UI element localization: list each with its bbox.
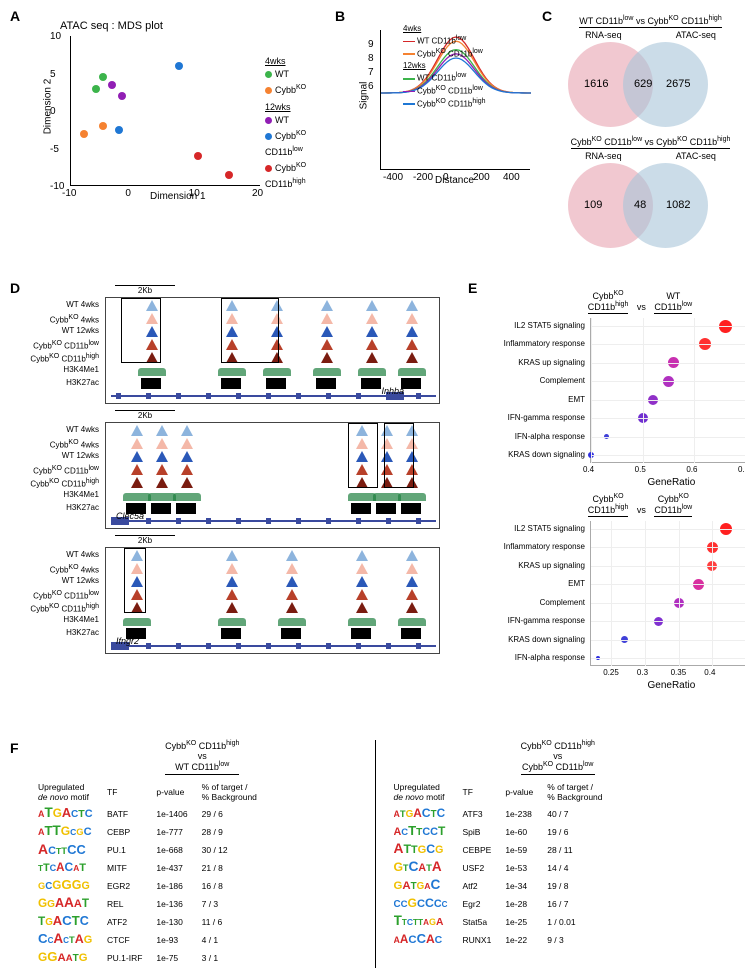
track-label: WT 4wks	[0, 548, 99, 561]
panel-b-label: B	[335, 8, 345, 24]
track-label: H3K4Me1	[0, 363, 99, 376]
track-label: WT 12wks	[0, 324, 99, 337]
panel-f-label: F	[10, 740, 19, 756]
dotplot-ylabel: IFN-gamma response	[465, 413, 585, 422]
dotplot-ylabel: KRAS up signaling	[465, 358, 585, 367]
mds-point	[194, 152, 202, 160]
mds-point	[115, 126, 123, 134]
track-label: H3K27ac	[0, 376, 99, 389]
dotplot-ylabel: Complement	[465, 376, 585, 385]
track-label: WT 4wks	[0, 298, 99, 311]
mds-point	[99, 122, 107, 130]
mds-point	[118, 92, 126, 100]
track-label: WT 12wks	[0, 574, 99, 587]
track-label: H3K27ac	[0, 501, 99, 514]
dotplot-xlabel: GeneRatio	[648, 680, 696, 691]
mds-point	[80, 130, 88, 138]
panel-f: CybbKO CD11bhighvsWT CD11blow Upregulate…	[30, 740, 730, 968]
mds-plot-area	[70, 36, 260, 186]
mds-point	[92, 85, 100, 93]
panel-e: CybbKOCD11bhigh vs WTCD11blowIL2 STAT5 s…	[490, 290, 740, 666]
track-label: H3K4Me1	[0, 488, 99, 501]
dotplot-ylabel: EMT	[465, 395, 585, 404]
dotplot-ylabel: IFN-alpha response	[465, 653, 585, 662]
mds-title: ATAC seq : MDS plot	[60, 20, 340, 32]
track-label: H3K4Me1	[0, 613, 99, 626]
motif-table: Upregulatedde novo motifTFp-value% of ta…	[386, 778, 611, 950]
panel-e-label: E	[468, 280, 477, 296]
signal-xlabel: Distance	[435, 175, 474, 186]
mds-point	[99, 73, 107, 81]
mds-point	[108, 81, 116, 89]
panel-d-label: D	[10, 280, 20, 296]
dotplot-ylabel: KRAS down signaling	[465, 635, 585, 644]
dotplot-ylabel: KRAS down signaling	[465, 450, 585, 459]
track-group-Clec5a: WT 4wksCybbKO 4wksWT 12wksCybbKO CD11blo…	[105, 422, 440, 529]
dotplot-ylabel: Inflammatory response	[465, 542, 585, 551]
panel-d: 2KbWT 4wksCybbKO 4wksWT 12wksCybbKO CD11…	[105, 285, 440, 660]
track-group-Inhba: WT 4wksCybbKO 4wksWT 12wksCybbKO CD11blo…	[105, 297, 440, 404]
mds-point	[225, 171, 233, 179]
dotplot-ylabel: KRAS up signaling	[465, 561, 585, 570]
venn-1: WT CD11blow vs CybbKO CD11bhigh RNA-seqA…	[558, 15, 743, 130]
dotplot-ylabel: Inflammatory response	[465, 339, 585, 348]
venn-2: CybbKO CD11blow vs CybbKO CD11bhigh RNA-…	[558, 136, 743, 251]
panel-c: WT CD11blow vs CybbKO CD11bhigh RNA-seqA…	[558, 15, 743, 251]
mds-point	[175, 62, 183, 70]
dotplot-ylabel: IFN-gamma response	[465, 616, 585, 625]
panel-a-label: A	[10, 8, 20, 24]
panel-a: ATAC seq : MDS plot Dimension 1 Dimensio…	[40, 20, 340, 186]
dotplot-xlabel: GeneRatio	[648, 477, 696, 488]
dotplot-ylabel: EMT	[465, 579, 585, 588]
dotplot-ylabel: IL2 STAT5 signaling	[465, 321, 585, 330]
track-label: WT 12wks	[0, 449, 99, 462]
track-group-Ifngr2: WT 4wksCybbKO 4wksWT 12wksCybbKO CD11blo…	[105, 547, 440, 654]
panel-b: Distance Signal 6789 -400-2000200400 4wk…	[358, 30, 538, 170]
track-label: H3K27ac	[0, 626, 99, 639]
dotplot-ylabel: Complement	[465, 598, 585, 607]
dotplot-1: CybbKOCD11bhigh vs WTCD11blowIL2 STAT5 s…	[580, 290, 740, 463]
track-label: WT 4wks	[0, 423, 99, 436]
mds-legend: 4wksWTCybbKO12wksWTCybbKO CD11blowCybbKO…	[265, 55, 340, 191]
figure-root: A ATAC seq : MDS plot Dimension 1 Dimens…	[0, 0, 745, 953]
dotplot-ylabel: IL2 STAT5 signaling	[465, 524, 585, 533]
dotplot-2: CybbKOCD11bhigh vs CybbKOCD11blowIL2 STA…	[580, 493, 740, 666]
signal-legend: 4wksWT CD11blowCybbKO CD11blow12wksWT CD…	[403, 24, 486, 109]
motif-table: Upregulatedde novo motifTFp-value% of ta…	[30, 778, 265, 968]
panel-c-label: C	[542, 8, 552, 24]
dotplot-ylabel: IFN-alpha response	[465, 432, 585, 441]
